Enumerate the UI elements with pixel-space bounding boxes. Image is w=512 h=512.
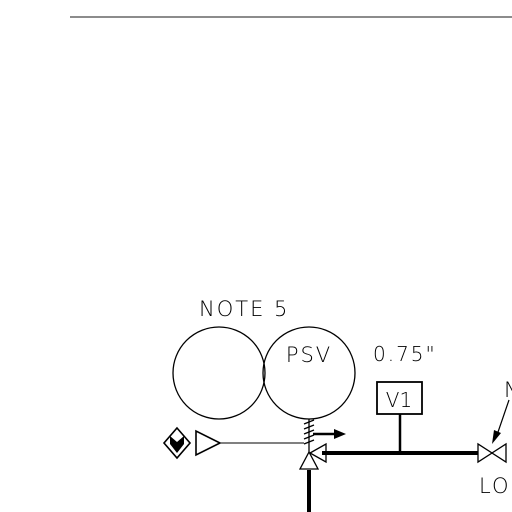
psv-tag: PSV [286,343,332,367]
instrument-bubble-left [172,326,266,420]
pipe-size-label: 0.75" [373,342,437,366]
psv-inlet-triangle [298,450,320,470]
diamond-icon [162,426,192,460]
edge-letter: N [504,378,512,402]
lo-label: LO [479,474,510,498]
leader-arrow-head [492,430,501,444]
reducer-triangle-icon [195,429,222,457]
discharge-arrow-head [334,429,346,439]
gate-valve-left-icon [477,442,494,464]
psv-bubble [262,326,356,420]
psv-outlet-triangle [308,442,327,464]
gate-valve-right-icon [490,442,507,464]
chevron-down-icon [170,436,184,453]
leader-line [496,399,510,436]
psv-spring-icon [303,419,315,445]
v1-tag: V1 [386,388,412,412]
note-label: NOTE 5 [199,297,289,321]
